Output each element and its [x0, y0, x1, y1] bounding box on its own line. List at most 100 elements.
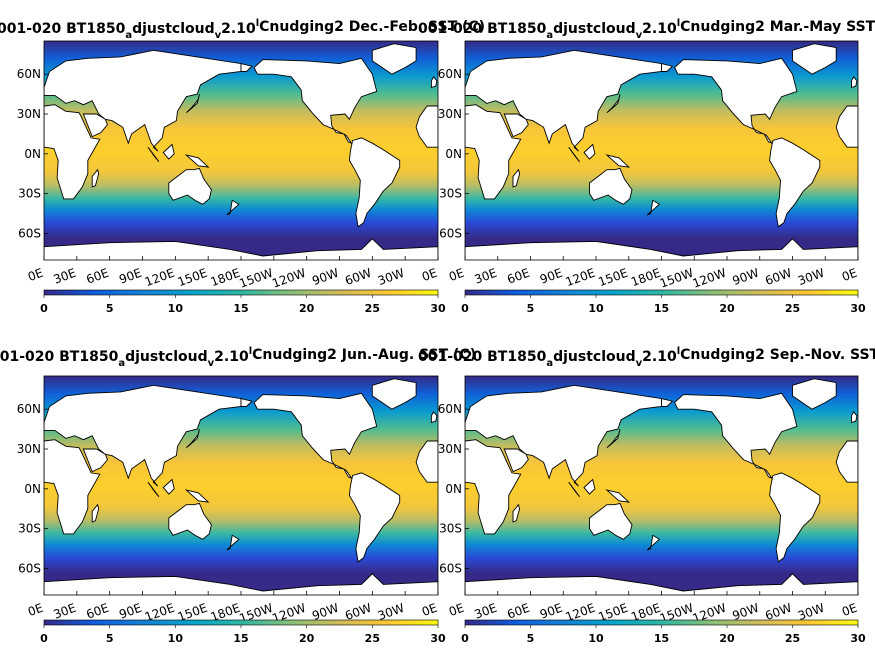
- title-fragment: 001-020 BT1850: [0, 349, 119, 365]
- continent: [606, 93, 621, 114]
- lon-tick-label: 0E: [447, 601, 466, 619]
- continent: [185, 93, 200, 114]
- continent: [348, 137, 401, 228]
- title-fragment: a: [118, 358, 125, 369]
- colorbar: 0 5 10 15 20 25 30: [40, 619, 446, 645]
- title-fragment: l: [677, 346, 680, 357]
- continent: [851, 410, 858, 424]
- continent: [253, 57, 378, 145]
- title-fragment: l: [249, 346, 252, 357]
- lat-tick-label: 30N: [438, 442, 462, 456]
- continent: [589, 502, 633, 540]
- lon-tick-label: 90W: [730, 266, 760, 288]
- continent: [91, 503, 100, 523]
- colorbar-gradient: [464, 289, 859, 296]
- lon-tick-label: 0E: [26, 601, 45, 619]
- lat-tick-label: 60N: [17, 67, 41, 81]
- colorbar-tick-label: 0: [461, 302, 469, 315]
- title-fragment: 2.10: [642, 21, 677, 37]
- colorbar-gradient: [43, 289, 439, 296]
- continent: [415, 440, 438, 483]
- colorbar-tick-label: 10: [168, 302, 184, 315]
- colorbar-tick-label: 20: [719, 632, 735, 645]
- lat-tick-label: 30N: [17, 107, 41, 121]
- colorbar-tick-label: 0: [40, 632, 48, 645]
- title-fragment: 001-020 BT1850: [0, 21, 126, 37]
- colorbar-tick-label: 20: [719, 302, 735, 315]
- lon-tick-label: 120E: [143, 266, 176, 290]
- lat-tick-label: 0N: [445, 482, 462, 496]
- continent: [430, 76, 438, 89]
- continent: [851, 75, 858, 89]
- continent: [185, 428, 200, 449]
- map-panel-djf: 001-020 BT1850adjustcloudv2.10lCnudging2…: [0, 18, 485, 315]
- lon-tick-label: 90E: [538, 601, 564, 622]
- lat-tick-label: 0N: [445, 147, 462, 161]
- lon-tick-label: 30W: [376, 266, 406, 288]
- colorbar-tick-label: 25: [785, 302, 800, 315]
- colorbar-gradient: [464, 619, 859, 626]
- map-panel-son: 001-020 BT1850adjustcloudv2.10lCnudging2…: [418, 346, 875, 645]
- colorbar-tick-label: 30: [430, 302, 446, 315]
- lon-tick-label: 60E: [505, 601, 531, 622]
- continent: [415, 105, 438, 148]
- colorbar-tick-label: 30: [850, 302, 866, 315]
- lon-tick-label: 0E: [26, 266, 45, 284]
- continent: [162, 143, 175, 160]
- continent: [44, 238, 438, 260]
- title-fragment: 2.10: [221, 21, 256, 37]
- lon-tick-label: 90W: [310, 266, 340, 288]
- colorbar-tick-label: 30: [850, 632, 866, 645]
- title-fragment: v: [208, 358, 215, 369]
- lon-tick-label: 60W: [343, 266, 373, 288]
- colorbar-tick-label: 15: [233, 632, 248, 645]
- lon-tick-label: 30E: [473, 266, 499, 287]
- colorbar-tick-label: 10: [588, 302, 604, 315]
- continent: [605, 489, 631, 503]
- continent: [82, 448, 109, 473]
- lon-tick-label: 150E: [596, 266, 629, 290]
- title-fragment: l: [677, 18, 680, 29]
- lon-tick-label: 90E: [538, 266, 564, 287]
- continent: [512, 168, 521, 188]
- continent: [44, 49, 242, 152]
- colorbar-gradient: [43, 619, 439, 626]
- continent: [44, 104, 101, 200]
- land-mask: [44, 378, 438, 595]
- lon-tick-label: 90E: [117, 266, 143, 287]
- continent: [44, 384, 242, 487]
- lat-tick-label: 30S: [439, 187, 462, 201]
- lon-tick-label: 0E: [420, 266, 439, 284]
- title-fragment: a: [125, 30, 132, 41]
- continent: [512, 503, 521, 523]
- title-fragment: l: [256, 18, 259, 29]
- continent: [674, 392, 798, 480]
- lon-tick-label: 120W: [270, 266, 308, 291]
- lat-tick-label: 60N: [17, 402, 41, 416]
- continent: [465, 238, 858, 260]
- continent: [792, 43, 837, 75]
- continent: [769, 472, 821, 563]
- continent: [647, 199, 661, 216]
- lat-tick-label: 60S: [439, 226, 462, 240]
- continent: [583, 478, 596, 495]
- continent: [465, 49, 662, 152]
- continent: [835, 105, 858, 148]
- continent: [605, 154, 631, 168]
- title-fragment: 2.10: [642, 349, 677, 365]
- continent: [835, 440, 858, 483]
- colorbar-tick-label: 15: [654, 632, 669, 645]
- continent: [162, 478, 175, 495]
- continent: [240, 63, 253, 72]
- continent: [568, 146, 580, 163]
- lat-tick-label: 30S: [439, 522, 462, 536]
- continent: [465, 104, 522, 200]
- panel-title: 001-020 BT1850adjustcloudv2.10lCnudging2…: [418, 346, 875, 369]
- lat-tick-label: 60S: [18, 226, 41, 240]
- continent: [240, 398, 253, 407]
- colorbar-tick-label: 0: [461, 632, 469, 645]
- lat-tick-label: 60N: [438, 67, 462, 81]
- lon-tick-label: 120W: [691, 266, 729, 291]
- lon-tick-label: 0E: [840, 266, 859, 284]
